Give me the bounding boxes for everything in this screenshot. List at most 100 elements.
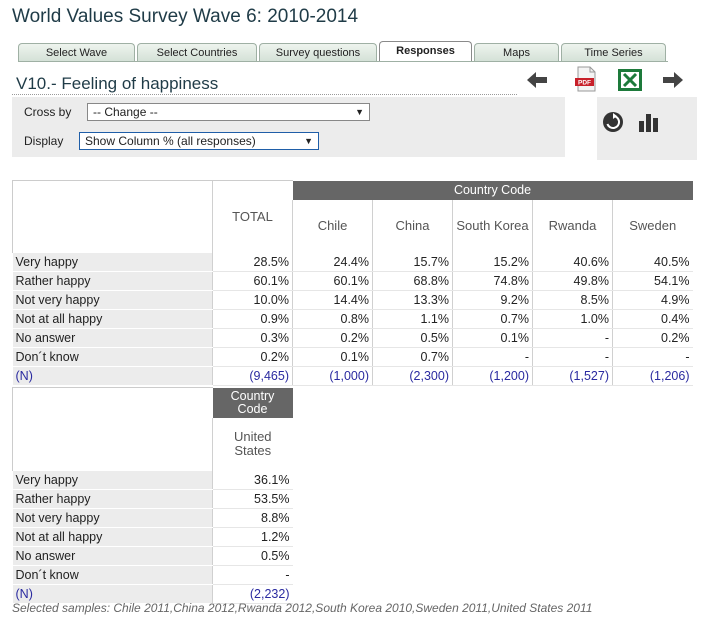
dropdown-arrow-icon: ▼ (304, 136, 313, 146)
row-label: Rather happy (12, 489, 213, 509)
cell: 53.5% (212, 489, 293, 509)
cell-total: 60.1% (212, 271, 293, 291)
table-row: Rather happy 60.1% 60.1% 68.8% 74.8% 49.… (12, 271, 693, 291)
cell: (2,300) (372, 366, 453, 386)
table-row: Very happy 28.5% 24.4% 15.7% 15.2% 40.6%… (12, 252, 693, 272)
table-row: Rather happy 53.5% (12, 489, 293, 509)
excel-icon[interactable] (617, 68, 643, 97)
table-row: Don´t know 0.2% 0.1% 0.7% - - - (12, 347, 693, 367)
cell: 14.4% (292, 290, 373, 310)
cell-total: 10.0% (212, 290, 293, 310)
cell: 0.2% (292, 328, 373, 348)
cell: (1,527) (532, 366, 613, 386)
controls-panel: Cross by -- Change -- ▼ Display Show Col… (12, 97, 565, 157)
cell: - (532, 328, 613, 348)
tab-select-wave[interactable]: Select Wave (18, 43, 135, 62)
group-header-country-code: Country Code (292, 180, 693, 200)
row-label: No answer (12, 546, 213, 566)
tab-bar: Select Wave Select Countries Survey ques… (18, 41, 668, 62)
cell: 4.9% (612, 290, 693, 310)
results-table-continued: Country Code United States Very happy 36… (12, 387, 293, 604)
column-header: Chile (292, 199, 373, 253)
column-header: Sweden (612, 199, 693, 253)
row-label: Very happy (12, 252, 213, 272)
table-row: Don´t know - (12, 565, 293, 585)
row-label: Not at all happy (12, 527, 213, 547)
cell-total: 0.3% (212, 328, 293, 348)
cell: 15.7% (372, 252, 453, 272)
row-label: (N) (12, 584, 213, 604)
column-header: United States (212, 417, 293, 471)
refresh-icon[interactable] (602, 111, 624, 138)
cell: - (532, 347, 613, 367)
cell: 8.8% (212, 508, 293, 528)
cell-total: 0.2% (212, 347, 293, 367)
cell: 49.8% (532, 271, 613, 291)
row-label: Very happy (12, 470, 213, 490)
group-header-country-code: Country Code (212, 387, 293, 418)
page-title: World Values Survey Wave 6: 2010-2014 (12, 6, 359, 27)
row-label: Rather happy (12, 271, 213, 291)
table-row-n: (N) (2,232) (12, 584, 293, 604)
cell: 40.5% (612, 252, 693, 272)
cell: 0.5% (372, 328, 453, 348)
column-header: Rwanda (532, 199, 613, 253)
table-row: Not at all happy 0.9% 0.8% 1.1% 0.7% 1.0… (12, 309, 693, 329)
tab-divider (18, 61, 668, 62)
tab-survey-questions[interactable]: Survey questions (259, 43, 377, 62)
results-table: TOTAL Country Code Chile China South Kor… (12, 180, 693, 386)
table-row: Not very happy 8.8% (12, 508, 293, 528)
chart-tools-panel (597, 97, 697, 160)
cell: 74.8% (452, 271, 533, 291)
cell: 0.8% (292, 309, 373, 329)
table-row: Not very happy 10.0% 14.4% 13.3% 9.2% 8.… (12, 290, 693, 310)
cell: 60.1% (292, 271, 373, 291)
tab-select-countries[interactable]: Select Countries (137, 43, 257, 62)
cell: 0.1% (292, 347, 373, 367)
back-arrow-icon[interactable] (525, 70, 549, 95)
dropdown-arrow-icon: ▼ (355, 107, 364, 117)
pdf-icon-label: PDF (578, 80, 591, 87)
cross-by-select[interactable]: -- Change -- ▼ (87, 103, 370, 121)
cell: 0.2% (612, 328, 693, 348)
cell: 54.1% (612, 271, 693, 291)
table-row: No answer 0.5% (12, 546, 293, 566)
table-row-n: (N) (9,465) (1,000) (2,300) (1,200) (1,5… (12, 366, 693, 386)
cell: (1,000) (292, 366, 373, 386)
cell: 0.7% (452, 309, 533, 329)
cross-by-label: Cross by (24, 105, 72, 119)
cell-total: 0.9% (212, 309, 293, 329)
display-value: Show Column % (all responses) (85, 134, 256, 148)
cell: - (612, 347, 693, 367)
cell: 0.1% (452, 328, 533, 348)
cell: 0.4% (612, 309, 693, 329)
bar-chart-icon[interactable] (637, 111, 661, 138)
tab-maps[interactable]: Maps (474, 43, 559, 62)
cell: (1,200) (452, 366, 533, 386)
title-underline (12, 94, 517, 95)
tab-time-series[interactable]: Time Series (561, 43, 666, 62)
row-label: Don´t know (12, 565, 213, 585)
display-label: Display (24, 134, 64, 148)
selected-samples-note: Selected samples: Chile 2011,China 2012,… (12, 601, 593, 615)
cell: (1,206) (612, 366, 693, 386)
display-select[interactable]: Show Column % (all responses) ▼ (79, 132, 319, 150)
pdf-icon[interactable]: PDF (574, 66, 598, 97)
tab-responses[interactable]: Responses (379, 41, 472, 61)
forward-arrow-icon[interactable] (661, 70, 685, 95)
column-header-total: TOTAL (212, 180, 293, 253)
cell: 15.2% (452, 252, 533, 272)
cell: 24.4% (292, 252, 373, 272)
table-row: Not at all happy 1.2% (12, 527, 293, 547)
cell: 68.8% (372, 271, 453, 291)
cell: 1.2% (212, 527, 293, 547)
cell: 1.0% (532, 309, 613, 329)
cross-by-value: -- Change -- (93, 105, 158, 119)
cell: 1.1% (372, 309, 453, 329)
table-row: No answer 0.3% 0.2% 0.5% 0.1% - 0.2% (12, 328, 693, 348)
row-label: Not at all happy (12, 309, 213, 329)
cell: 36.1% (212, 470, 293, 490)
row-label: (N) (12, 366, 213, 386)
row-label: Not very happy (12, 508, 213, 528)
cell: 8.5% (532, 290, 613, 310)
